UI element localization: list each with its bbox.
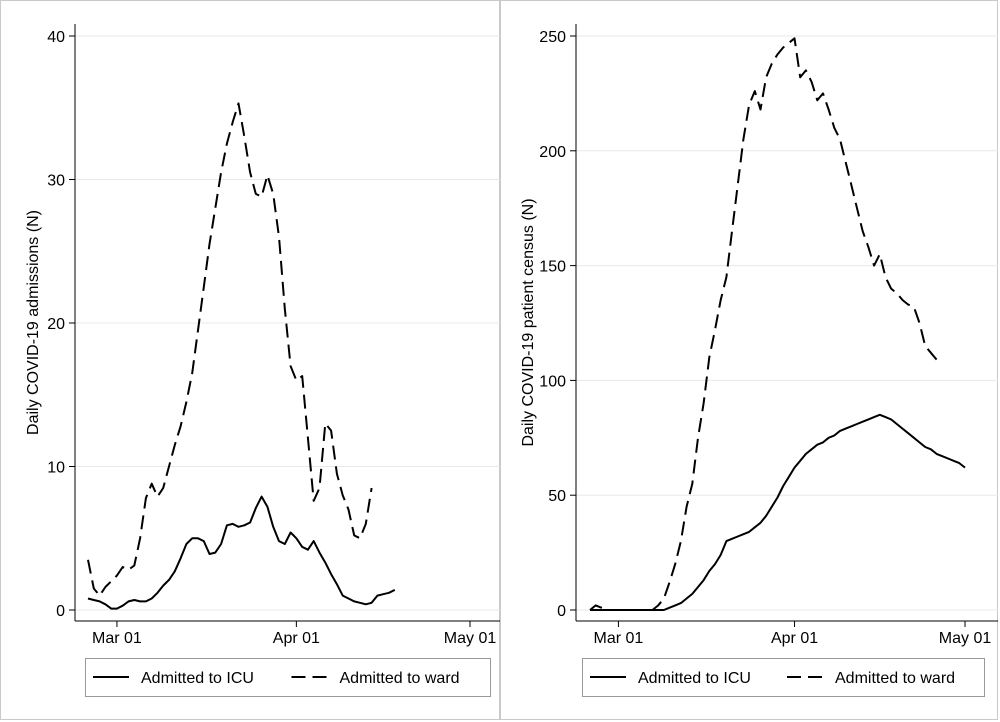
- x-tick-label: Apr 01: [771, 630, 818, 647]
- x-tick-label: Mar 01: [594, 630, 644, 647]
- y-tick-label: 40: [47, 29, 65, 46]
- series-line-ward: [589, 37, 938, 611]
- y-tick-label: 0: [56, 603, 65, 620]
- y-tick-label: 0: [557, 603, 566, 620]
- legend-box: [582, 658, 985, 697]
- y-tick-label: 50: [548, 488, 566, 505]
- y-tick-label: 100: [539, 373, 566, 390]
- series-line-ward: [87, 102, 373, 597]
- legend-label-icu: Admitted to ICU: [638, 670, 751, 687]
- y-tick-label: 200: [539, 144, 566, 161]
- series-line-icu: [590, 413, 966, 611]
- legend-label-ward: Admitted to ward: [835, 670, 955, 687]
- x-tick-label: Apr 01: [273, 630, 320, 647]
- y-tick-label: 150: [539, 259, 566, 276]
- panel-border: [0, 0, 500, 720]
- left-panel-admissions: 0 10 20 30 40 Mar 01 Apr 01 May 01 Daily COVID-1…: [0, 0, 500, 720]
- right-panel-census: 0 50 100 150 200 250 Mar 01 Apr 01 May 01 Daily C…: [500, 0, 998, 720]
- x-tick-label: May 01: [444, 630, 497, 647]
- series-line-icu: [87, 495, 396, 610]
- x-tick-label: May 01: [939, 630, 992, 647]
- y-tick-label: 20: [47, 316, 65, 333]
- panel-border: [500, 0, 998, 720]
- legend-label-ward: Admitted to ward: [340, 670, 460, 687]
- y-axis-title: Daily COVID-19 patient census (N): [520, 198, 537, 446]
- y-tick-label: 250: [539, 29, 566, 46]
- legend-box: [85, 658, 491, 697]
- y-axis-title: Daily COVID-19 admissions (N): [25, 210, 42, 435]
- y-tick-label: 30: [47, 173, 65, 190]
- y-tick-label: 10: [47, 460, 65, 477]
- legend-label-icu: Admitted to ICU: [141, 670, 254, 687]
- x-tick-label: Mar 01: [92, 630, 142, 647]
